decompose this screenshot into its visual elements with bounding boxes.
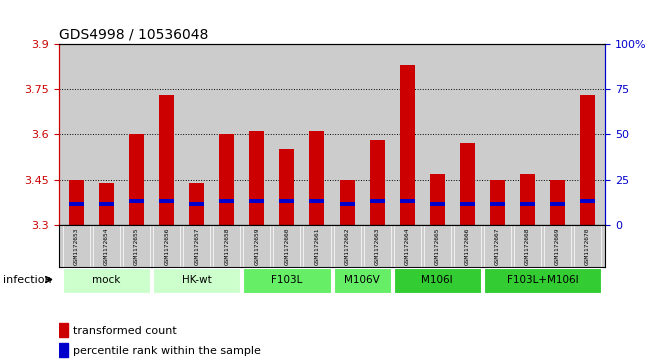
- Bar: [189, 183, 204, 225]
- Bar: [129, 199, 145, 203]
- Bar: [370, 199, 385, 203]
- Bar: [550, 202, 565, 206]
- Text: F103L+M106I: F103L+M106I: [506, 276, 578, 285]
- Text: GSM1172654: GSM1172654: [104, 227, 109, 265]
- Bar: [249, 199, 264, 203]
- FancyBboxPatch shape: [484, 268, 601, 293]
- Text: GSM1172659: GSM1172659: [255, 227, 259, 265]
- Bar: [490, 202, 505, 206]
- Text: GSM1172668: GSM1172668: [525, 227, 530, 265]
- Bar: [159, 199, 174, 203]
- Text: GSM1172665: GSM1172665: [435, 227, 439, 265]
- Text: GSM1172663: GSM1172663: [374, 227, 380, 265]
- Text: GSM1172669: GSM1172669: [555, 227, 560, 265]
- Text: M106I: M106I: [421, 276, 453, 285]
- Bar: [63, 225, 90, 267]
- Text: GSM1172661: GSM1172661: [314, 227, 320, 265]
- Text: GDS4998 / 10536048: GDS4998 / 10536048: [59, 27, 208, 41]
- Text: GSM1172666: GSM1172666: [465, 227, 470, 265]
- Text: HK-wt: HK-wt: [182, 276, 212, 285]
- Bar: [484, 225, 511, 267]
- Bar: [340, 180, 355, 225]
- Text: GSM1172664: GSM1172664: [405, 227, 409, 265]
- Bar: [219, 199, 234, 203]
- Bar: [69, 202, 84, 206]
- FancyBboxPatch shape: [153, 268, 240, 293]
- Text: infection: infection: [3, 275, 52, 285]
- Bar: [214, 225, 240, 267]
- Text: percentile rank within the sample: percentile rank within the sample: [73, 346, 260, 356]
- Bar: [400, 199, 415, 203]
- Text: mock: mock: [92, 276, 121, 285]
- Bar: [219, 134, 234, 225]
- Bar: [490, 180, 505, 225]
- Bar: [129, 134, 145, 225]
- Bar: [370, 140, 385, 225]
- Bar: [550, 180, 565, 225]
- Bar: [189, 202, 204, 206]
- Bar: [333, 225, 361, 267]
- Text: GSM1172658: GSM1172658: [225, 227, 229, 265]
- Bar: [574, 225, 601, 267]
- Bar: [514, 225, 541, 267]
- Bar: [580, 95, 595, 225]
- Bar: [159, 95, 174, 225]
- Bar: [279, 199, 294, 203]
- Bar: [99, 183, 114, 225]
- Bar: [69, 180, 84, 225]
- Bar: [184, 225, 210, 267]
- Text: GSM1172653: GSM1172653: [74, 227, 79, 265]
- Bar: [580, 199, 595, 203]
- Bar: [99, 202, 114, 206]
- Text: F103L: F103L: [271, 276, 303, 285]
- Bar: [394, 225, 421, 267]
- Bar: [59, 343, 68, 357]
- FancyBboxPatch shape: [333, 268, 391, 293]
- Bar: [340, 202, 355, 206]
- Text: transformed count: transformed count: [73, 326, 176, 336]
- Bar: [424, 225, 450, 267]
- Bar: [153, 225, 180, 267]
- Bar: [309, 131, 324, 225]
- Text: GSM1172667: GSM1172667: [495, 227, 500, 265]
- Bar: [430, 202, 445, 206]
- Bar: [363, 225, 391, 267]
- Bar: [460, 202, 475, 206]
- Bar: [460, 143, 475, 225]
- Bar: [519, 174, 535, 225]
- Bar: [59, 323, 68, 338]
- Text: GSM1172662: GSM1172662: [344, 227, 350, 265]
- Bar: [273, 225, 301, 267]
- Text: GSM1172670: GSM1172670: [585, 227, 590, 265]
- Text: GSM1172660: GSM1172660: [284, 227, 290, 265]
- Text: GSM1172657: GSM1172657: [194, 227, 199, 265]
- Bar: [519, 202, 535, 206]
- Bar: [400, 65, 415, 225]
- Bar: [454, 225, 480, 267]
- Bar: [123, 225, 150, 267]
- Bar: [430, 174, 445, 225]
- Bar: [309, 199, 324, 203]
- Text: M106V: M106V: [344, 276, 380, 285]
- FancyBboxPatch shape: [394, 268, 480, 293]
- Text: GSM1172655: GSM1172655: [134, 227, 139, 265]
- Bar: [243, 225, 270, 267]
- Bar: [249, 131, 264, 225]
- Bar: [303, 225, 331, 267]
- FancyBboxPatch shape: [243, 268, 331, 293]
- Bar: [544, 225, 571, 267]
- Text: GSM1172656: GSM1172656: [164, 227, 169, 265]
- Bar: [93, 225, 120, 267]
- Bar: [279, 150, 294, 225]
- FancyBboxPatch shape: [63, 268, 150, 293]
